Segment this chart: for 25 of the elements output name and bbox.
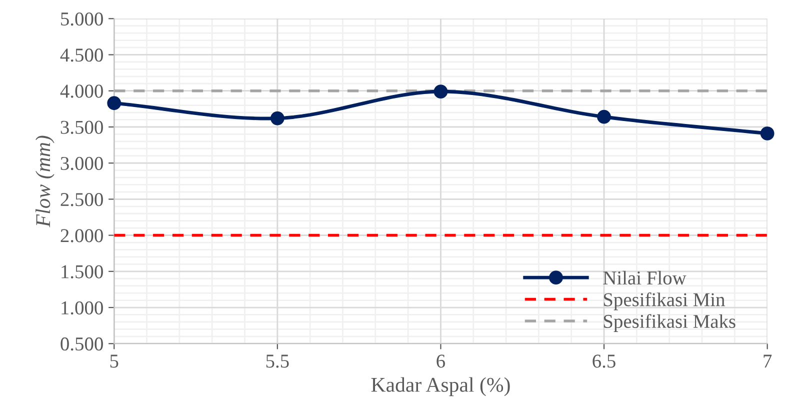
y-tick-label: 1.000	[62, 301, 103, 315]
y-tick-label: 3.500	[60, 120, 103, 134]
point	[434, 84, 448, 99]
y-tick-label: 3.000	[60, 156, 103, 170]
y-tick-label: 2.000	[60, 229, 103, 242]
x-tick-label: 6.5	[592, 354, 616, 368]
legend-label: Spesifikasi Maks	[604, 314, 736, 332]
x-tick-label: 6	[436, 354, 445, 368]
point	[270, 111, 284, 126]
x-tick-label: 5.5	[266, 354, 289, 368]
point	[760, 126, 774, 140]
y-tick-label: 4.000	[60, 84, 103, 98]
y-tick-label: 2.500	[60, 192, 103, 206]
point	[597, 110, 611, 124]
y-tick-label: 4.500	[60, 48, 103, 62]
x-tick-label: 5	[110, 354, 118, 368]
y-tick-label: 1.500	[62, 265, 103, 278]
y-axis-title: Flow (mm)	[36, 136, 54, 228]
legend-label: Nilai Flow	[603, 270, 686, 285]
y-tick-label: 5.000	[61, 12, 103, 26]
point	[107, 96, 122, 110]
x-axis-title: Kadar Aspal (%)	[371, 377, 510, 396]
legend-label: Spesifikasi Min	[604, 292, 725, 310]
x-tick-label: 7	[764, 354, 772, 368]
y-tick-label: 0.500	[60, 337, 103, 351]
